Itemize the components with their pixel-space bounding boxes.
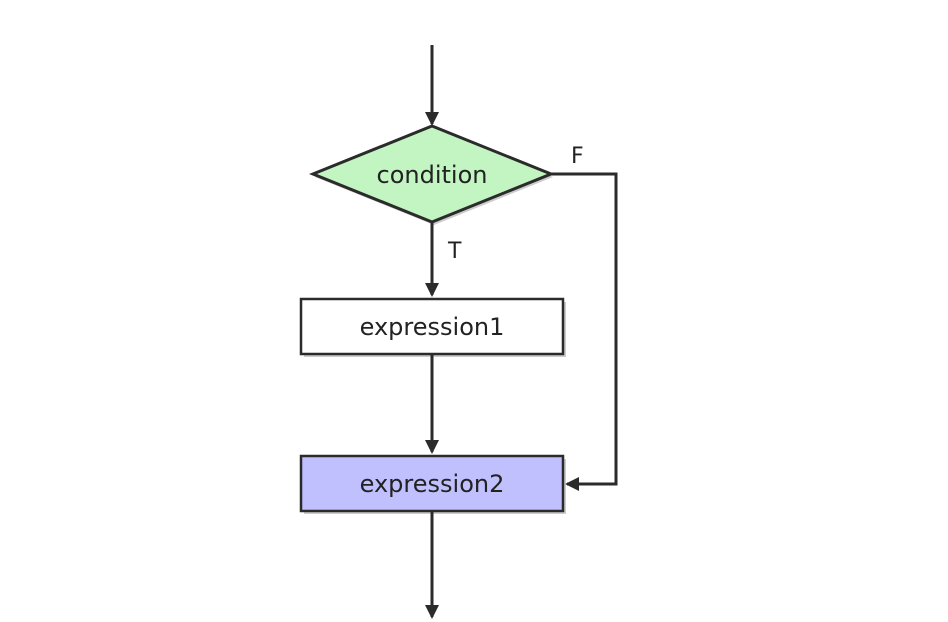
- condition-label: condition: [377, 161, 488, 189]
- expression2-label: expression2: [360, 470, 505, 498]
- expression1-label: expression1: [360, 313, 505, 341]
- false-branch-arrow: [551, 172, 618, 491]
- expression1-box: [299, 297, 565, 356]
- true-branch-label: T: [447, 239, 462, 264]
- false-branch-label: F: [571, 144, 584, 169]
